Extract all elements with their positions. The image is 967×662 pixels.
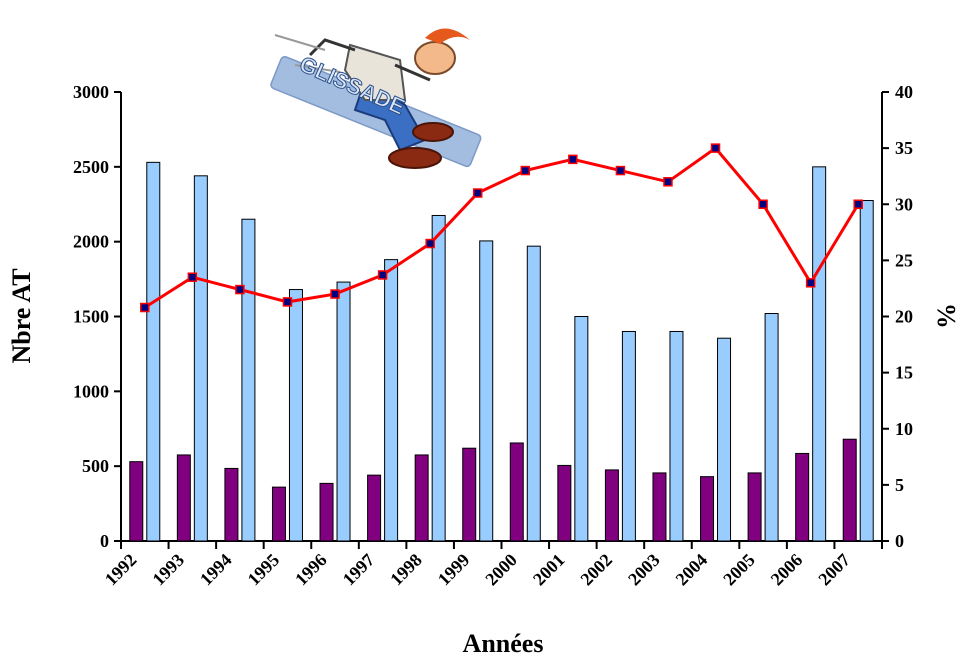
x-tick-label: 1999	[434, 550, 474, 590]
x-tick-label: 2001	[529, 550, 569, 590]
bar-series-2	[288, 289, 303, 542]
y2-tick-label: 15	[895, 363, 913, 383]
bar-series-1	[842, 438, 857, 542]
x-tick-label: 1998	[386, 550, 426, 590]
line-point	[472, 188, 483, 198]
x-tick-label: 1997	[339, 550, 379, 590]
y-tick-label: 1500	[73, 307, 109, 327]
y-tick-label: 500	[82, 456, 109, 476]
bar-series-1	[271, 486, 286, 542]
bar-series-1	[224, 467, 239, 542]
y2-tick-label: 40	[895, 82, 913, 102]
bar-series-2	[479, 240, 494, 542]
bar-series-1	[319, 482, 334, 542]
x-tick-label: 2003	[624, 550, 664, 590]
line-point	[615, 165, 626, 176]
bar-series-1	[367, 474, 382, 542]
line-point	[663, 177, 673, 187]
y-tick-label: 2000	[73, 232, 109, 252]
y2-tick-label: 30	[895, 194, 913, 214]
x-tick-label: 2000	[481, 550, 521, 590]
x-tick-label: 2004	[672, 550, 712, 590]
bar-series-2	[669, 330, 684, 542]
bar-series-2	[431, 214, 446, 542]
bar-series-2	[812, 166, 827, 542]
bar-series-1	[700, 476, 715, 542]
bar-series-2	[241, 218, 256, 542]
bar-series-1	[747, 472, 762, 542]
bar-series-2	[574, 316, 589, 542]
x-tick-label: 1996	[291, 550, 331, 590]
y2-axis-title: %	[932, 303, 961, 329]
y2-tick-label: 25	[895, 250, 913, 270]
y-axis-title: Nbre AT	[7, 268, 36, 363]
bar-series-1	[795, 452, 810, 542]
bar-series-2	[146, 161, 161, 542]
bar-series-1	[557, 464, 572, 542]
bar-series-2	[193, 175, 208, 542]
bar-series-1	[604, 469, 619, 542]
line-point	[235, 284, 245, 295]
bar-series-2	[336, 281, 351, 542]
line-point	[140, 302, 150, 313]
line-point	[282, 297, 293, 307]
y-tick-label: 1000	[73, 381, 109, 401]
bar-series-2	[526, 245, 541, 542]
line-point	[425, 238, 435, 249]
bar-series-2	[621, 330, 636, 542]
bar-series-1	[176, 454, 191, 542]
x-tick-label: 2005	[719, 550, 759, 590]
line-series-path	[143, 146, 860, 309]
x-tick-label: 1992	[101, 550, 141, 590]
y2-tick-label: 5	[895, 475, 904, 495]
line-point	[710, 143, 721, 153]
x-tick-label: 1995	[244, 550, 284, 590]
bar-series-1	[462, 447, 477, 542]
line-point	[853, 199, 863, 209]
y2-tick-label: 35	[895, 138, 913, 158]
line-point	[568, 154, 578, 165]
bar-series-1	[652, 472, 667, 542]
y-tick-label: 2500	[73, 157, 109, 177]
line-point	[377, 270, 388, 280]
bar-series-2	[764, 313, 779, 542]
x-tick-label: 2007	[814, 550, 854, 590]
bar-series-1	[414, 454, 429, 542]
y2-tick-label: 20	[895, 307, 913, 327]
x-tick-label: 2006	[767, 550, 807, 590]
x-axis-title: Années	[463, 629, 544, 658]
glissade-cartoon-icon	[270, 28, 482, 169]
y-tick-label: 0	[100, 531, 109, 551]
y2-tick-label: 0	[895, 531, 904, 551]
line-point	[520, 165, 531, 176]
bar-series-1	[509, 442, 524, 542]
bar-series-2	[717, 337, 732, 542]
bar-series-1	[129, 461, 144, 542]
x-tick-label: 1994	[196, 550, 236, 590]
line-point	[805, 278, 816, 288]
x-tick-label: 1993	[148, 550, 188, 590]
bar-series-2	[384, 259, 399, 542]
line-point	[758, 199, 768, 209]
y2-tick-label: 10	[895, 419, 913, 439]
x-tick-label: 2002	[577, 550, 617, 590]
y-tick-label: 3000	[73, 82, 109, 102]
line-point	[330, 289, 340, 299]
bar-series-2	[859, 200, 874, 542]
line-point	[187, 272, 198, 282]
